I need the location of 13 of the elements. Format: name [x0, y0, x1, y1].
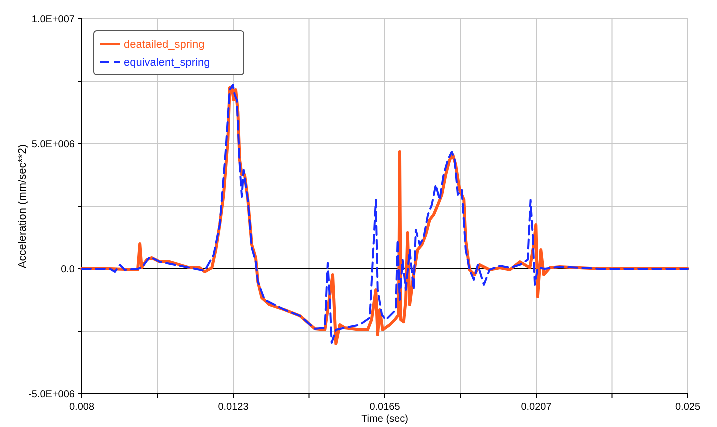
x-axis-title: Time (sec)	[362, 414, 408, 425]
x-tick-label: 0.008	[69, 402, 95, 413]
y-tick-label: 0.0	[61, 264, 76, 276]
y-tick-label: -5.0E+006	[28, 390, 76, 400]
x-tick-label: 0.0165	[370, 402, 401, 413]
legend-label: deatailed_spring	[124, 39, 205, 51]
x-tick-label: 0.025	[675, 402, 701, 413]
x-tick-label: 0.0207	[521, 402, 552, 413]
y-axis-title: Acceleration (mm/sec**2)	[17, 144, 29, 269]
y-tick-label: 1.0E+007	[32, 14, 76, 26]
x-tick-label: 0.0123	[218, 402, 250, 413]
y-tick-label: 5.0E+006	[32, 140, 76, 150]
legend-label: equivalent_spring	[124, 57, 210, 69]
